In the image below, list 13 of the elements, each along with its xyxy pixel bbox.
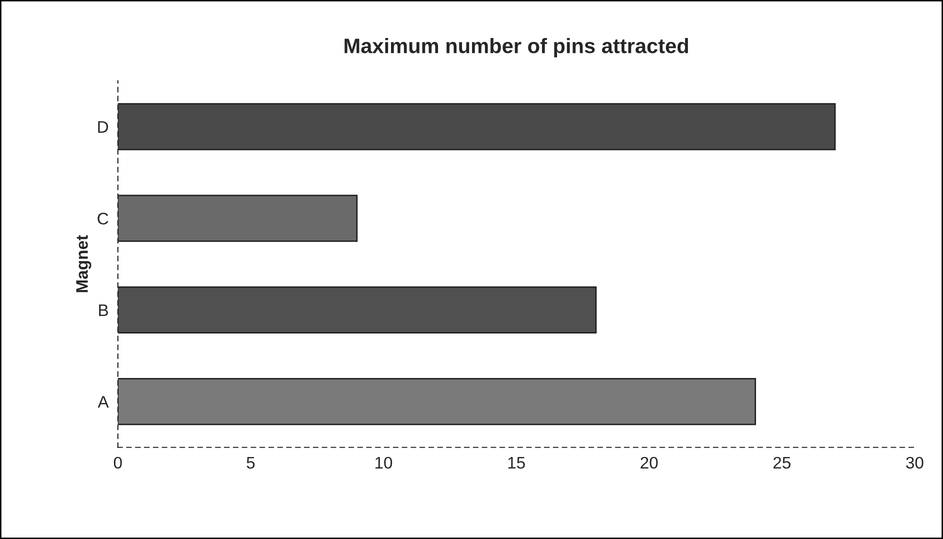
y-axis-title: Magnet (76, 235, 92, 292)
chart-title: Maximum number of pins attracted (344, 38, 688, 58)
x-tick-label: 0 (114, 456, 122, 469)
x-tick-label: 25 (773, 456, 790, 469)
x-tick-label: 30 (906, 456, 924, 469)
y-tick-label: C (98, 212, 108, 224)
x-tick-label: 15 (508, 457, 525, 469)
y-tick-label: B (99, 304, 108, 316)
x-tick-label: 10 (375, 456, 392, 469)
y-tick-label: A (98, 396, 109, 408)
y-tick-label: D (98, 121, 108, 133)
x-tick-label: 5 (246, 457, 255, 469)
x-tick-label: 20 (640, 456, 658, 469)
